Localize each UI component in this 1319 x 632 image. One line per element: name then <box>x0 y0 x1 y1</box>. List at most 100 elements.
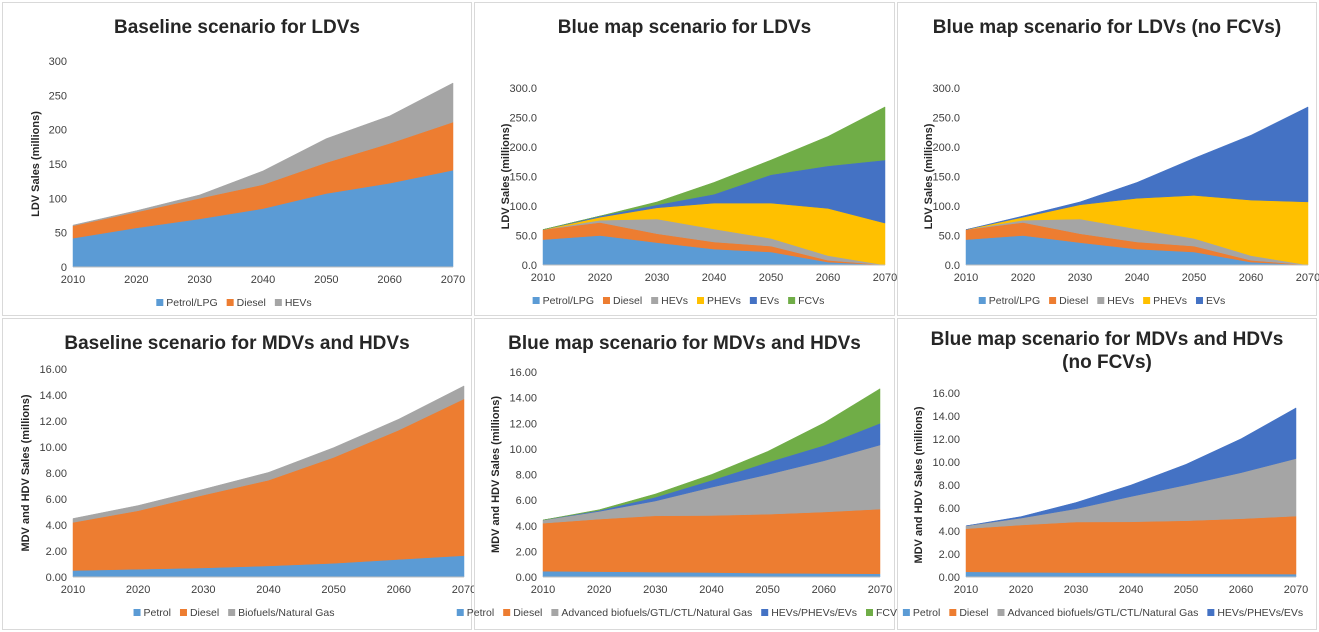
legend-swatch <box>761 609 769 616</box>
legend-label: FCVs <box>798 295 824 307</box>
chart-panel-4: Baseline scenario for MDVs and HDVs 0.00 2… <box>2 318 476 630</box>
legend-label: Biofuels/Natural Gas <box>238 607 334 619</box>
y-tick-label: 8.00 <box>516 470 537 482</box>
y-tick-label: 250.0 <box>932 113 960 125</box>
legend-swatch <box>532 297 540 304</box>
y-tick-label: 10.00 <box>932 457 960 469</box>
area-series-hevs-phevs-evs <box>965 407 1297 527</box>
x-tick-label: 2030 <box>187 274 211 286</box>
x-tick-label: 2020 <box>588 272 612 284</box>
legend-label: Diesel <box>959 607 988 619</box>
x-tick-label: 2020 <box>126 584 150 596</box>
legend-label: Diesel <box>237 297 266 309</box>
chart-title: Blue map scenario for LDVs <box>558 17 811 38</box>
chart-title: Baseline scenario for MDVs and HDVs <box>64 333 409 354</box>
x-tick-label: 2010 <box>954 272 978 284</box>
chart-svg: Baseline scenario for LDVs 0 50 100 150 200 25… <box>30 17 465 309</box>
y-tick-label: 14.00 <box>39 390 67 402</box>
chart-panel-1: Baseline scenario for LDVs 0 50 100 150 200 25… <box>2 2 472 316</box>
chart-svg: Blue map scenario for LDVs (no FCVs) 0.0 5… <box>923 17 1319 307</box>
legend-label: Diesel <box>1059 295 1088 307</box>
y-tick-label: 2.00 <box>939 549 960 561</box>
x-tick-label: 2070 <box>873 272 897 284</box>
legend-label: PHEVs <box>707 295 741 307</box>
legend-label: HEVs <box>285 297 312 309</box>
y-tick-label: 8.00 <box>46 468 67 480</box>
chart-title: (no FCVs) <box>1062 352 1152 373</box>
y-tick-label: 2.00 <box>46 546 67 558</box>
y-tick-label: 6.00 <box>46 494 67 506</box>
y-tick-label: 300.0 <box>932 83 960 95</box>
y-tick-label: 4.00 <box>46 520 67 532</box>
legend-swatch <box>156 299 164 306</box>
legend-swatch <box>179 609 187 616</box>
x-tick-label: 2010 <box>61 274 85 286</box>
legend-label: FCVs <box>876 607 902 619</box>
x-tick-label: 2050 <box>759 272 783 284</box>
x-tick-label: 2040 <box>702 272 726 284</box>
legend-label: Diesel <box>513 607 542 619</box>
y-tick-label: 300 <box>49 56 67 68</box>
legend-label: Advanced biofuels/GTL/CTL/Natural Gas <box>561 607 752 619</box>
x-tick-label: 2070 <box>868 584 892 596</box>
legend-label: EVs <box>1206 295 1225 307</box>
x-tick-label: 2020 <box>587 584 611 596</box>
y-tick-label: 0 <box>61 262 67 274</box>
legend-swatch <box>456 609 464 616</box>
y-tick-label: 12.00 <box>932 434 960 446</box>
y-tick-label: 150.0 <box>509 172 537 184</box>
y-tick-label: 16.00 <box>39 364 67 376</box>
y-tick-label: 200.0 <box>509 142 537 154</box>
legend-label: Petrol <box>144 607 171 619</box>
legend-label: Diesel <box>190 607 219 619</box>
y-tick-label: 12.00 <box>39 416 67 428</box>
x-tick-label: 2060 <box>812 584 836 596</box>
x-tick-label: 2040 <box>699 584 723 596</box>
legend: Petrol/LPG Diesel HEVs <box>156 297 312 309</box>
chart-title: Blue map scenario for MDVs and HDVs <box>931 329 1284 350</box>
x-tick-label: 2020 <box>124 274 148 286</box>
chart-svg: Baseline scenario for MDVs and HDVs0.002… <box>20 333 476 619</box>
legend-swatch <box>978 297 986 304</box>
area-series-evs <box>965 106 1309 230</box>
legend-swatch <box>866 609 873 616</box>
x-tick-label: 2010 <box>531 584 555 596</box>
x-tick-label: 2010 <box>954 584 978 596</box>
legend-swatch <box>651 297 659 304</box>
x-tick-label: 2010 <box>61 584 85 596</box>
y-tick-label: 250.0 <box>509 113 537 125</box>
area-series-fcvs <box>542 106 886 230</box>
legend-swatch <box>949 609 957 616</box>
legend-swatch <box>749 297 757 304</box>
chart-title: Blue map scenario for LDVs (no FCVs) <box>933 17 1281 38</box>
y-tick-label: 0.0 <box>945 260 960 272</box>
chart-title: Baseline scenario for LDVs <box>114 17 360 38</box>
y-tick-label: 14.00 <box>932 411 960 423</box>
chart-panel-5: Blue map scenario for MDVs and HDVs 0.00 2… <box>456 318 902 630</box>
y-tick-label: 2.00 <box>516 546 537 558</box>
y-tick-label: 50.0 <box>939 231 960 243</box>
legend-swatch <box>551 609 559 616</box>
y-tick-label: 0.0 <box>522 260 537 272</box>
legend-label: Petrol/LPG <box>166 297 217 309</box>
y-tick-label: 250 <box>49 90 67 102</box>
area-series-fcvs <box>542 388 881 521</box>
y-tick-label: 12.00 <box>509 418 537 430</box>
x-tick-label: 2030 <box>643 584 667 596</box>
y-tick-label: 4.00 <box>516 521 537 533</box>
x-tick-label: 2040 <box>1125 272 1149 284</box>
y-tick-label: 10.00 <box>509 444 537 456</box>
y-tick-label: 6.00 <box>939 503 960 515</box>
y-axis-label: MDV and HDV Sales (millions) <box>913 406 925 563</box>
legend-label: HEVs/PHEVs/EVs <box>1217 607 1303 619</box>
x-tick-label: 2050 <box>1182 272 1206 284</box>
legend-swatch <box>1207 609 1215 616</box>
y-tick-label: 150 <box>49 159 67 171</box>
legend-label: Advanced biofuels/GTL/CTL/Natural Gas <box>1008 607 1199 619</box>
legend-label: Petrol <box>467 607 494 619</box>
y-tick-label: 200.0 <box>932 142 960 154</box>
legend-label: Petrol <box>913 607 940 619</box>
legend-swatch <box>1195 297 1203 304</box>
legend-swatch <box>274 299 282 306</box>
